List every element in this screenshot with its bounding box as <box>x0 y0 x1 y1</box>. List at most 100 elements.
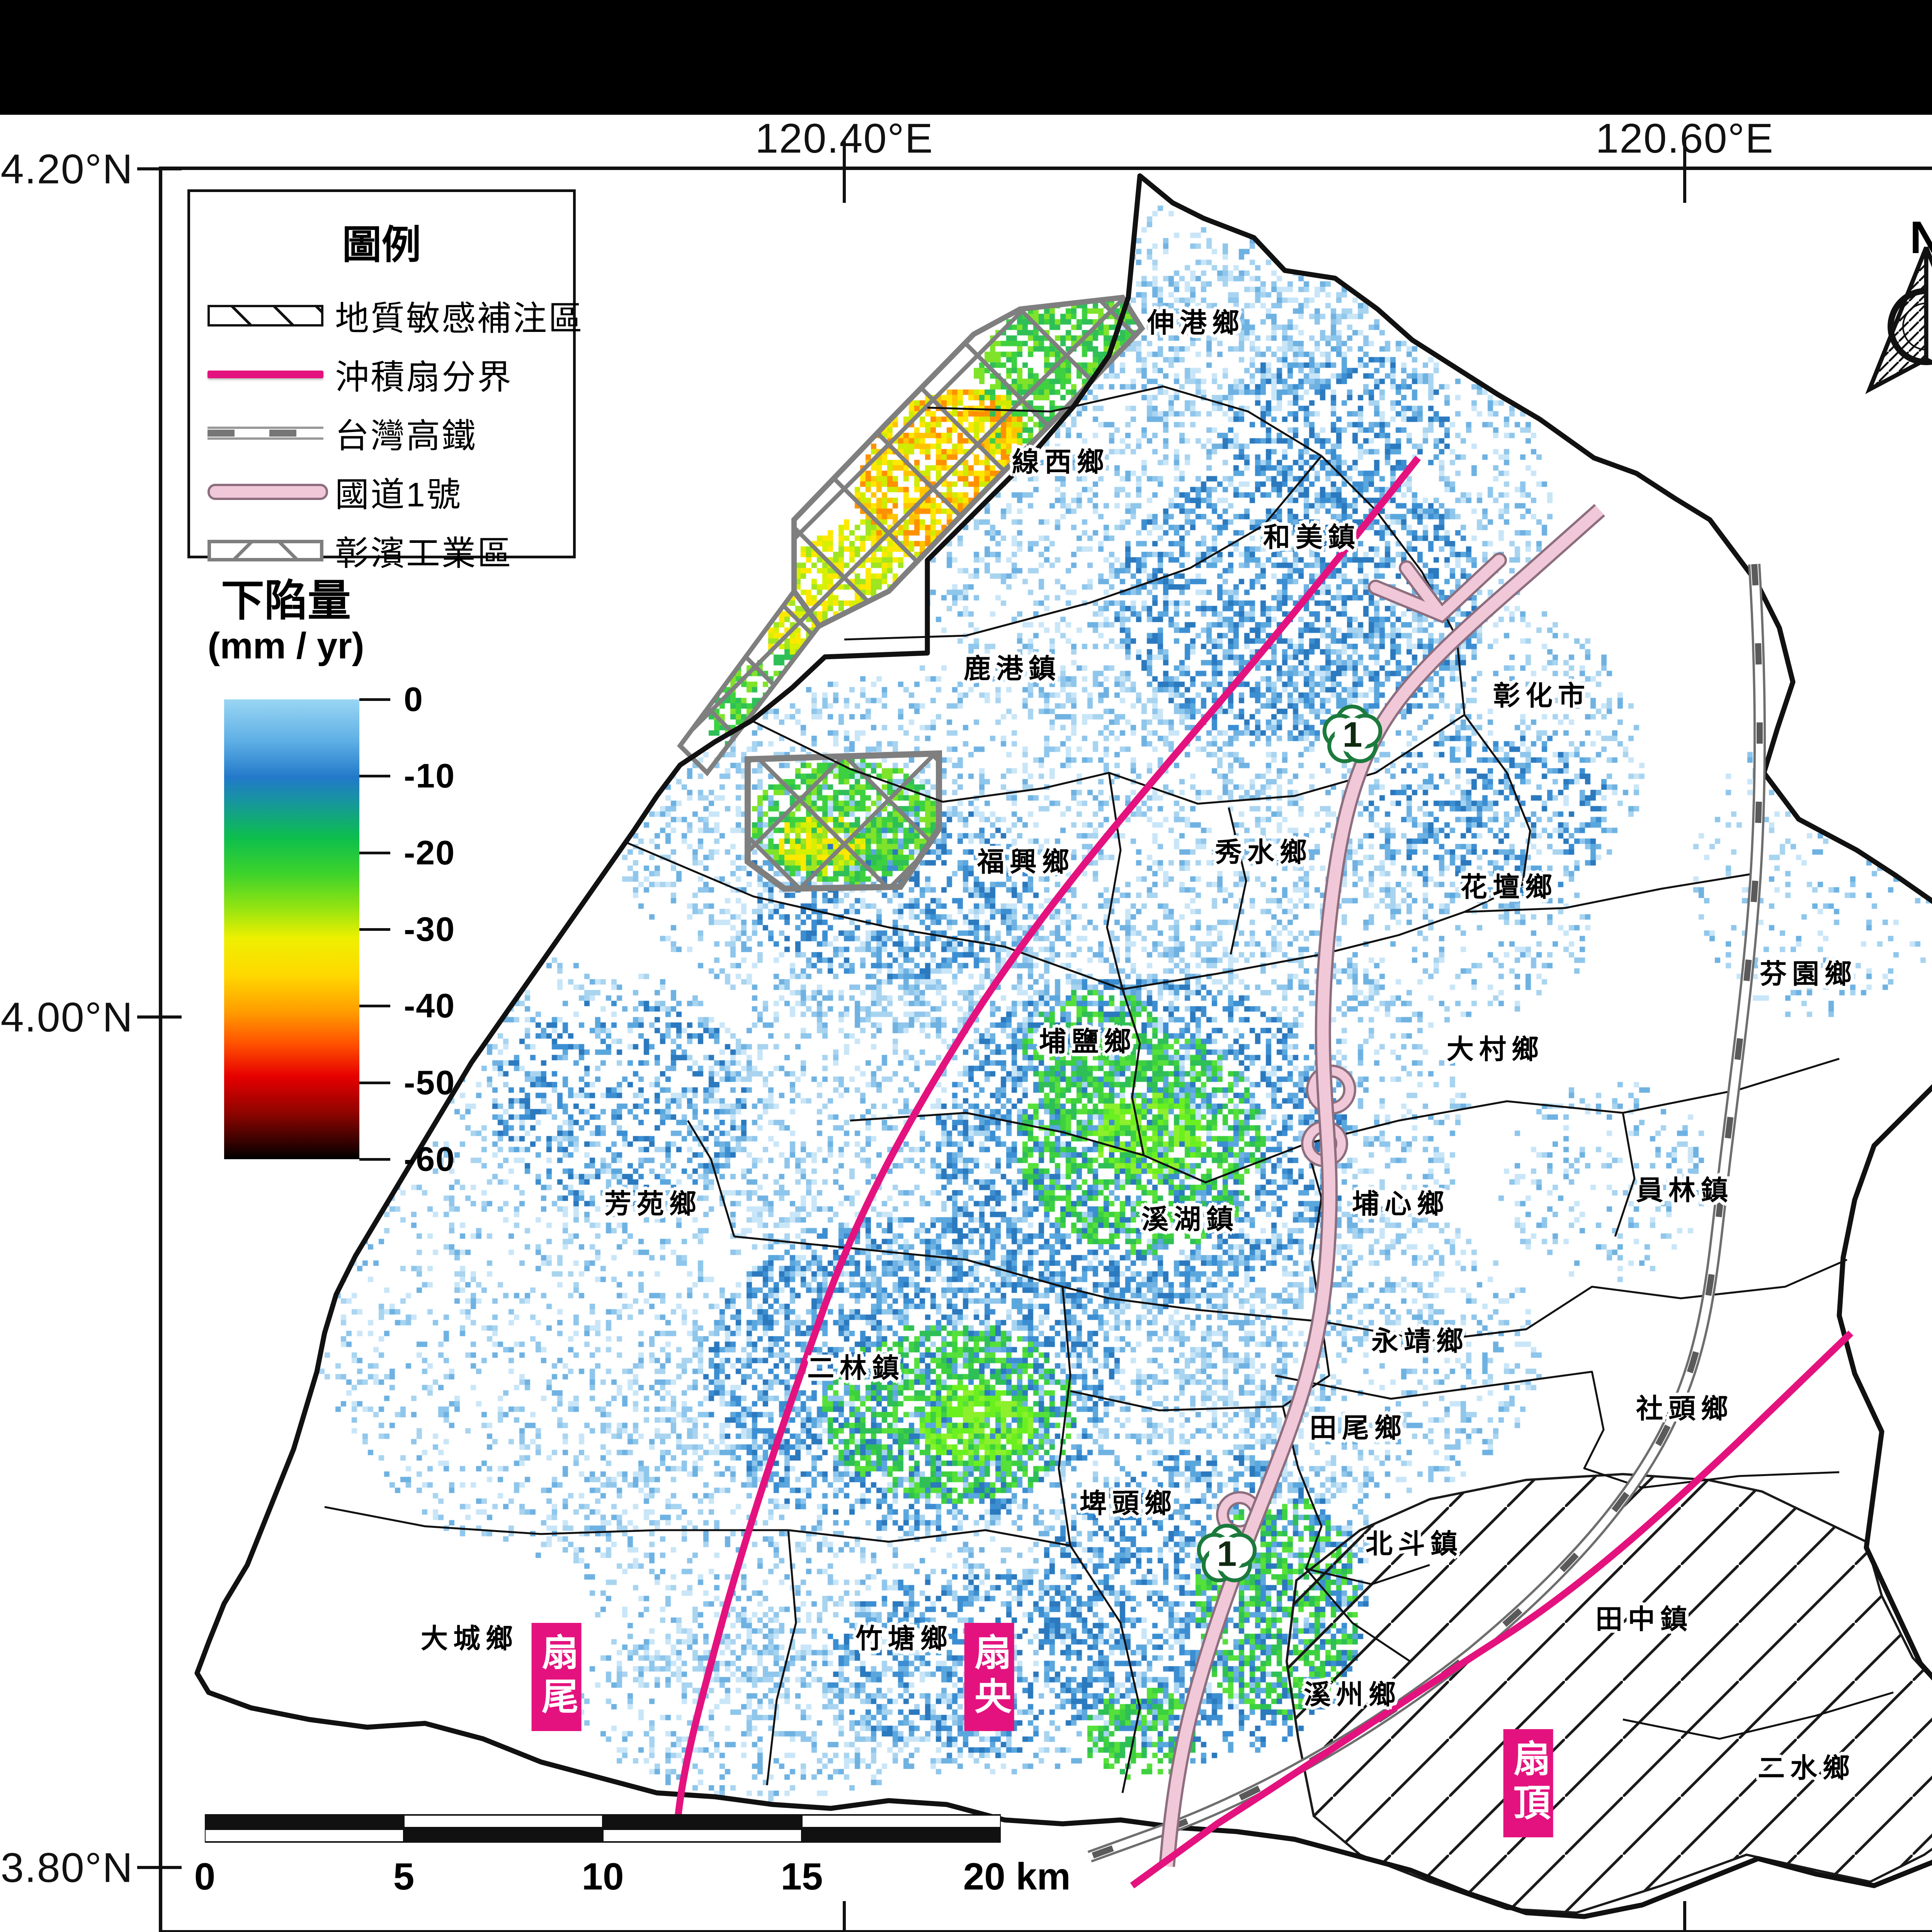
legend-item-cb: 彰濱工業區 <box>207 522 561 580</box>
township-label: 彰化市 <box>1493 680 1590 711</box>
legend-item-fan: 沖積扇分界 <box>207 345 561 403</box>
scalebar-segment <box>205 1828 404 1843</box>
colorbar-tick-label: -10 <box>404 757 456 795</box>
lon-axis-label: 120.40°E <box>755 115 934 162</box>
colorbar-tick-label: 0 <box>404 680 423 718</box>
scalebar-label: 20 km <box>963 1855 1071 1898</box>
legend-symbol-fan-icon <box>207 371 323 378</box>
scalebar-label: 0 <box>194 1855 216 1898</box>
lon-axis-label: 120.60°E <box>1595 115 1774 162</box>
colorbar-title: 下陷量 <box>221 577 351 625</box>
township-label: 北斗鎮 <box>1366 1529 1463 1559</box>
township-label: 福興鄉 <box>977 847 1075 877</box>
scalebar-segment <box>404 1828 603 1843</box>
colorbar-tick <box>359 1081 390 1084</box>
legend-label: 國道1號 <box>335 475 462 514</box>
township-label: 埔心鄉 <box>1352 1189 1449 1219</box>
township-label: 鹿港鎮 <box>964 653 1061 684</box>
township-label: 大城鄉 <box>421 1623 518 1654</box>
scalebar-label: 15 <box>781 1855 823 1898</box>
township-label: 永靖鄉 <box>1371 1326 1469 1356</box>
svg-text:1: 1 <box>1217 1534 1236 1574</box>
township-label: 埔鹽鄉 <box>1039 1026 1136 1057</box>
colorbar-tick <box>359 1158 390 1161</box>
legend-item-geo: 地質敏感補注區 <box>207 287 582 345</box>
colorbar-tick <box>359 928 390 931</box>
colorbar-gradient <box>224 699 359 1159</box>
colorbar-unit: (mm / yr) <box>207 625 364 667</box>
legend-title: 圖例 <box>342 223 421 267</box>
township-label: 田尾鄉 <box>1310 1413 1407 1443</box>
township-label: 二林鎮 <box>807 1353 905 1383</box>
legend-symbol-geo-icon <box>207 305 323 327</box>
lat-tick-left <box>137 1866 182 1869</box>
scalebar-segment <box>205 1814 404 1828</box>
legend-item-hwy: 國道1號 <box>207 463 561 521</box>
alluvial-fan-boundaries <box>675 456 1854 1889</box>
north-label: N <box>1910 212 1932 263</box>
township-label: 竹塘鄉 <box>855 1623 953 1654</box>
scalebar-segment <box>603 1828 802 1843</box>
lon-tick-top <box>1683 141 1686 203</box>
colorbar-tick <box>359 775 390 778</box>
map-frame <box>159 167 1932 1932</box>
county-outline <box>194 173 1932 1919</box>
freeway-1-shield-icon: 1 <box>1190 1518 1264 1593</box>
lon-tick-bottom <box>1683 1901 1686 1932</box>
township-label: 芬園鄉 <box>1760 959 1857 989</box>
colorbar-tick <box>359 1005 390 1008</box>
township-label: 二水鄉 <box>1758 1753 1855 1783</box>
lat-tick-left <box>137 1015 182 1019</box>
township-label: 社頭鄉 <box>1636 1393 1733 1424</box>
fan-zone-badge: 扇央 <box>964 1623 1014 1731</box>
legend-item-hsr: 台灣高鐵 <box>207 404 561 462</box>
lat-axis-label: 24.00°N <box>0 993 133 1041</box>
township-label: 伸港鄉 <box>1147 308 1245 338</box>
township-label: 埤頭鄉 <box>1080 1488 1177 1519</box>
colorbar-tick <box>359 851 390 854</box>
lon-tick-top <box>843 141 846 203</box>
legend-label: 地質敏感補注區 <box>335 299 584 338</box>
colorbar-tick-label: -50 <box>404 1063 456 1102</box>
fan-zone-badge: 扇頂 <box>1503 1729 1553 1837</box>
scale-bar: 0 5 10 15 20 km <box>194 1814 1071 1899</box>
scalebar-segment <box>404 1814 603 1828</box>
legend: 圖例 地質敏感補注區沖積扇分界台灣高鐵國道1號彰濱工業區 <box>187 189 582 573</box>
colorbar-tick <box>359 698 390 701</box>
scalebar-segment <box>603 1814 802 1828</box>
svg-text:1: 1 <box>1342 715 1362 755</box>
fan-zone-badge: 扇尾 <box>531 1623 582 1731</box>
township-label: 溪湖鎮 <box>1141 1204 1239 1235</box>
freeway-1-shield-icon: 1 <box>1316 699 1389 774</box>
township-label: 芳苑鄉 <box>604 1189 702 1219</box>
changbin-industrial-park <box>677 294 1145 892</box>
legend-symbol-hwy-icon <box>207 484 328 500</box>
legend-label: 台灣高鐵 <box>335 417 478 455</box>
township-boundaries <box>324 385 1894 1793</box>
lat-axis-label: 24.20°N <box>0 145 133 192</box>
colorbar-tick-label: -60 <box>404 1140 456 1178</box>
lat-tick-left <box>137 167 182 170</box>
legend-label: 彰濱工業區 <box>335 534 513 573</box>
lon-tick-bottom <box>843 1901 846 1932</box>
north-arrow-icon <box>1865 246 1932 394</box>
scalebar-label: 5 <box>393 1855 415 1898</box>
township-label: 線西鄉 <box>1012 447 1109 477</box>
colorbar-tick-label: -30 <box>404 910 456 948</box>
township-label: 秀水鄉 <box>1215 837 1312 867</box>
township-label: 溪州鄉 <box>1304 1679 1401 1710</box>
colorbar-tick-label: -20 <box>404 833 456 872</box>
legend-symbol-cb-icon <box>207 540 323 561</box>
township-label: 大村鄉 <box>1447 1034 1544 1065</box>
colorbar-tick-label: -40 <box>404 986 456 1025</box>
township-label: 田中鎮 <box>1595 1604 1693 1634</box>
legend-symbol-hsr-icon <box>207 427 323 440</box>
township-label: 員林鎮 <box>1636 1175 1733 1206</box>
lat-axis-label: 23.80°N <box>0 1844 133 1891</box>
scalebar-segment <box>802 1814 1001 1828</box>
township-label: 花壇鄉 <box>1460 872 1558 902</box>
